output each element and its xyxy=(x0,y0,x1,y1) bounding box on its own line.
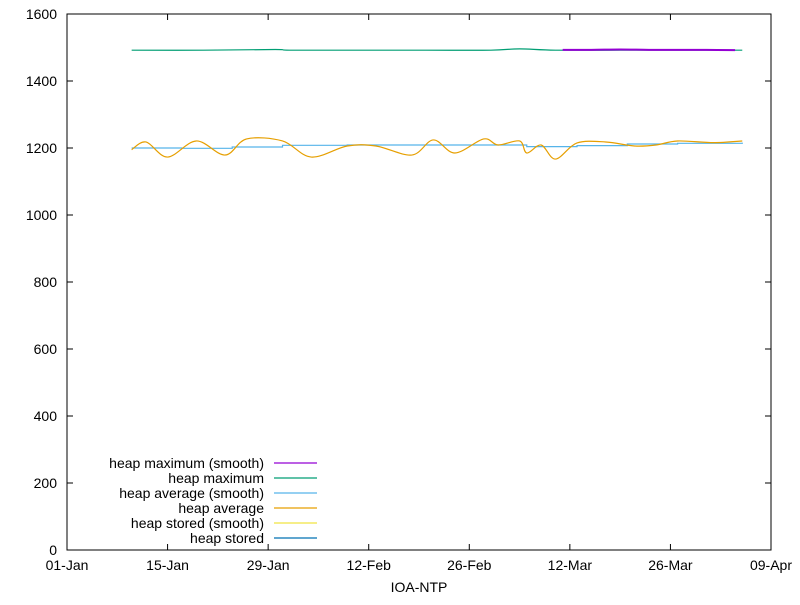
x-tick-label: 09-Apr xyxy=(750,557,792,573)
y-tick-label: 1000 xyxy=(26,207,57,223)
series-line-heap-average xyxy=(131,137,743,160)
legend-label: heap maximum xyxy=(168,470,264,486)
y-tick-label: 1400 xyxy=(26,73,57,89)
x-tick-label: 26-Mar xyxy=(648,557,693,573)
y-tick-label: 1600 xyxy=(26,6,57,22)
legend-label: heap average xyxy=(178,500,264,516)
x-tick-label: 01-Jan xyxy=(46,557,89,573)
legend-label: heap stored (smooth) xyxy=(131,515,264,531)
x-tick-label: 29-Jan xyxy=(247,557,290,573)
y-tick-label: 600 xyxy=(34,341,58,357)
legend-label: heap stored xyxy=(190,530,264,546)
x-axis-label: IOA-NTP xyxy=(391,579,448,595)
legend-entry: heap average xyxy=(178,500,317,516)
y-tick-label: 800 xyxy=(34,274,58,290)
x-tick-label: 26-Feb xyxy=(447,557,492,573)
y-tick-label: 200 xyxy=(34,475,58,491)
legend-entry: heap stored (smooth) xyxy=(131,515,317,531)
x-tick-label: 12-Feb xyxy=(347,557,392,573)
x-tick-label: 12-Mar xyxy=(548,557,593,573)
x-tick-label: 15-Jan xyxy=(146,557,189,573)
legend-label: heap maximum (smooth) xyxy=(109,455,264,471)
legend-entry: heap maximum xyxy=(168,470,317,486)
y-tick-label: 0 xyxy=(49,542,57,558)
legend-entry: heap stored xyxy=(190,530,317,546)
legend-entry: heap average (smooth) xyxy=(119,485,317,501)
legend-entry: heap maximum (smooth) xyxy=(109,455,317,471)
legend-label: heap average (smooth) xyxy=(119,485,264,501)
y-tick-label: 400 xyxy=(34,408,58,424)
series-line-heap-maximum-smooth xyxy=(562,48,736,52)
y-tick-label: 1200 xyxy=(26,140,57,156)
